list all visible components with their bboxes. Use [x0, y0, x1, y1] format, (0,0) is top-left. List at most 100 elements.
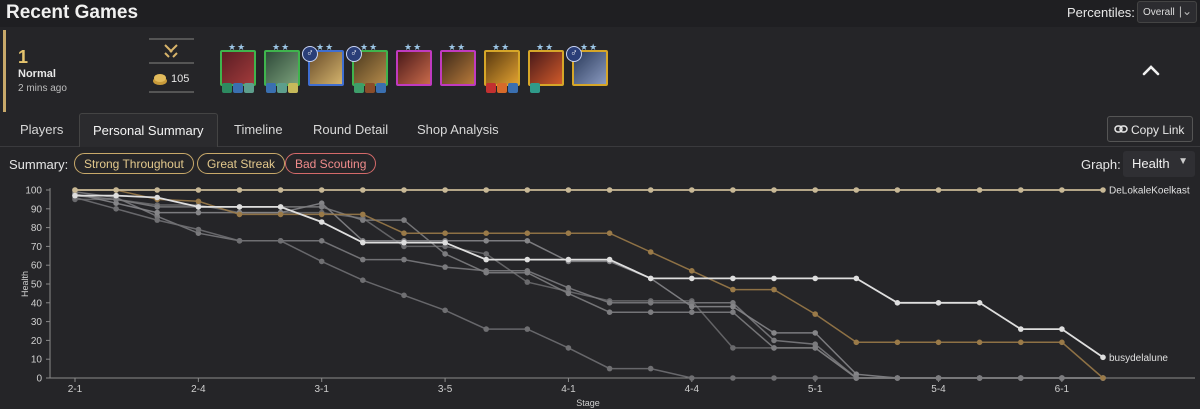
data-point	[360, 217, 366, 223]
unit-portrait[interactable]	[528, 50, 564, 86]
data-point	[812, 311, 818, 317]
percentiles-label: Percentiles:	[1067, 5, 1135, 20]
summary-badge: Strong Throughout	[74, 153, 194, 174]
champion-image	[486, 52, 518, 84]
tab-shop-analysis[interactable]: Shop Analysis	[417, 122, 499, 137]
data-point	[483, 230, 490, 236]
series-line	[74, 194, 1103, 379]
data-point	[771, 275, 777, 282]
x-tick-label: 3-1	[314, 384, 329, 395]
x-tick-label: 6-1	[1055, 384, 1070, 395]
item-icon	[244, 83, 254, 93]
data-point	[195, 209, 202, 216]
data-point	[401, 217, 407, 223]
data-point	[154, 209, 160, 216]
data-point	[401, 292, 407, 299]
data-point	[318, 204, 325, 210]
data-point	[606, 230, 613, 236]
summary-badge: Great Streak	[197, 153, 286, 174]
data-point	[360, 187, 366, 193]
graph-select[interactable]: Health ▼	[1123, 151, 1195, 177]
data-point	[771, 187, 777, 193]
data-point	[113, 206, 119, 212]
data-point	[236, 238, 243, 244]
copy-link-label: Copy Link	[1131, 123, 1185, 137]
unit-portrait[interactable]	[440, 50, 476, 86]
series-line	[74, 191, 1103, 379]
data-point	[318, 238, 325, 244]
data-point	[565, 230, 572, 236]
data-point	[483, 326, 490, 332]
data-point	[771, 330, 777, 336]
link-icon	[1114, 125, 1128, 133]
data-point	[442, 307, 448, 314]
x-tick-label: 4-4	[685, 384, 700, 395]
champion-image	[266, 52, 298, 84]
percentiles-value: Overall	[1143, 7, 1175, 18]
gold-icon	[153, 74, 167, 85]
data-point	[1018, 187, 1024, 193]
tab-timeline[interactable]: Timeline	[234, 122, 283, 137]
star-rating: ★★	[404, 42, 423, 52]
y-tick-label: 20	[31, 336, 43, 347]
tab-round-detail[interactable]: Round Detail	[313, 122, 389, 137]
item-list	[354, 83, 386, 93]
data-point	[524, 279, 531, 285]
data-point	[935, 187, 942, 193]
star-rating: ★★	[536, 42, 555, 52]
series-line	[75, 189, 1104, 379]
data-point	[318, 187, 325, 193]
percentiles-select[interactable]: Overall |⌄	[1137, 1, 1197, 23]
data-point	[72, 187, 78, 193]
data-point	[524, 230, 531, 236]
chevron-up-icon[interactable]	[1141, 63, 1161, 77]
data-point	[195, 204, 202, 210]
data-point	[195, 198, 202, 205]
data-point	[277, 187, 284, 193]
unit-portrait[interactable]	[484, 50, 520, 86]
data-point	[853, 275, 860, 282]
data-point	[771, 375, 777, 381]
data-point	[771, 337, 777, 344]
data-point	[689, 187, 695, 193]
data-point	[1059, 375, 1065, 381]
data-point	[154, 187, 160, 193]
data-point	[1059, 187, 1065, 193]
unit-portrait[interactable]	[220, 50, 256, 86]
series-line	[75, 194, 1104, 359]
data-point	[689, 309, 695, 315]
gold-value: 105	[171, 73, 190, 85]
data-point	[442, 251, 448, 257]
unit-portrait[interactable]	[396, 50, 432, 86]
data-point	[154, 204, 160, 210]
copy-link-button[interactable]: Copy Link	[1107, 116, 1193, 142]
data-point	[524, 326, 531, 332]
data-point	[606, 365, 613, 372]
item-icon	[277, 83, 287, 93]
champion-image	[530, 52, 562, 84]
data-point	[647, 249, 654, 255]
unit-portrait[interactable]	[264, 50, 300, 86]
data-point	[647, 187, 654, 193]
data-point	[1018, 375, 1024, 381]
tab-personal-summary[interactable]: Personal Summary	[79, 113, 218, 147]
item-list	[530, 83, 540, 93]
data-point	[1059, 339, 1065, 346]
data-point	[1059, 326, 1065, 332]
data-point	[647, 300, 654, 306]
data-point	[1018, 339, 1024, 346]
y-tick-label: 100	[25, 186, 42, 197]
divider	[149, 62, 194, 64]
data-point	[812, 375, 818, 381]
champion-image	[398, 52, 430, 84]
item-icon	[288, 83, 298, 93]
y-tick-label: 10	[31, 355, 43, 366]
data-point	[318, 219, 325, 225]
y-tick-label: 30	[31, 317, 43, 328]
game-card	[0, 27, 1200, 409]
placement: 1	[18, 47, 29, 67]
data-point	[277, 211, 284, 218]
tab-players[interactable]: Players	[20, 122, 64, 137]
data-point	[401, 239, 407, 246]
data-point	[771, 286, 777, 293]
